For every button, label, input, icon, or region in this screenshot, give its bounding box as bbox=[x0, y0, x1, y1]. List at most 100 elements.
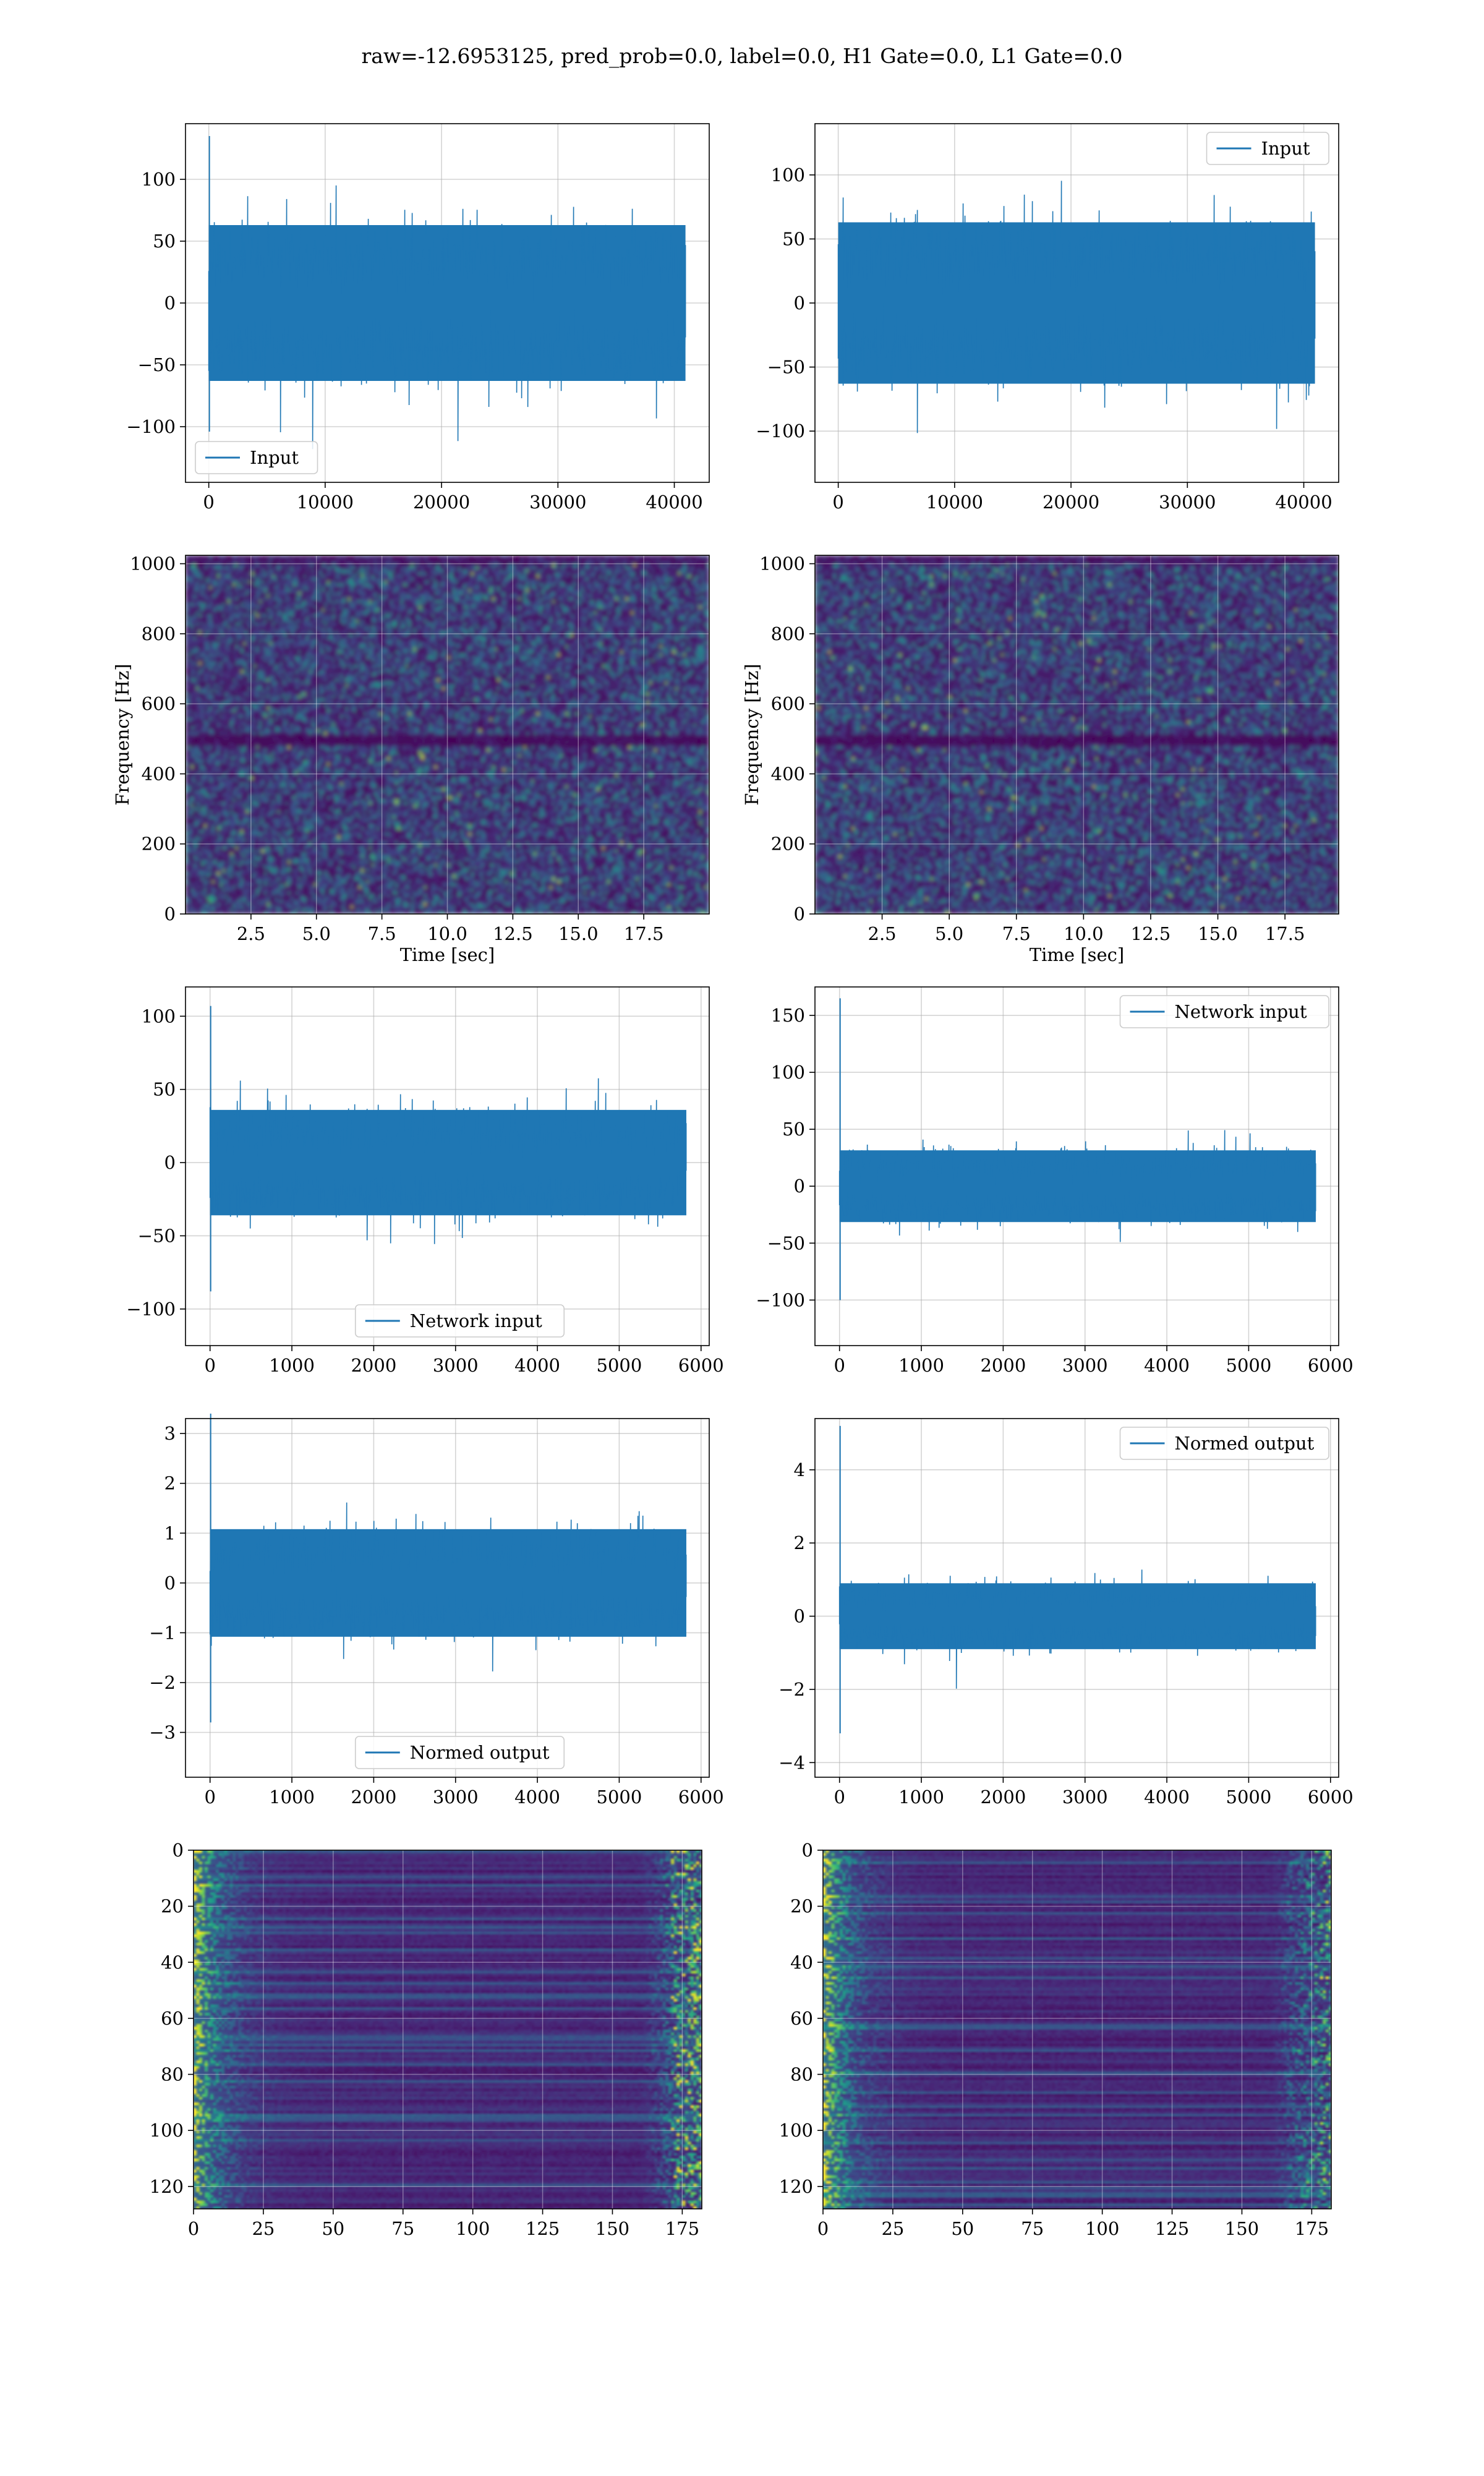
h1-feature-map-xtick-label: 50 bbox=[322, 2218, 344, 2239]
h1-input-ytick-label: 50 bbox=[153, 231, 176, 252]
l1-normed-output-xtick-label: 6000 bbox=[1308, 1787, 1354, 1808]
h1-spectrogram-ytick-label: 1000 bbox=[130, 553, 176, 574]
l1-network-input-ytick-label: 50 bbox=[782, 1119, 805, 1140]
h1-normed-output-legend: Normed output bbox=[354, 1736, 565, 1769]
h1-normed-output-xtick-label: 6000 bbox=[678, 1787, 724, 1808]
h1-input-legend-label: Input bbox=[250, 447, 299, 468]
h1-input-xtick-label: 0 bbox=[203, 492, 214, 513]
h1-feature-map-ytick-label: 40 bbox=[161, 1952, 184, 1973]
l1-network-input-frame bbox=[814, 986, 1339, 1346]
h1-input-xtick-label: 30000 bbox=[529, 492, 586, 513]
h1-feature-map-ytick-label: 20 bbox=[161, 1896, 184, 1917]
h1-normed-output-xtick-label: 3000 bbox=[433, 1787, 479, 1808]
h1-network-input-xtick-label: 2000 bbox=[351, 1355, 396, 1376]
h1-input-signal-line bbox=[208, 185, 686, 450]
h1-normed-output-ytick-label: −2 bbox=[149, 1672, 176, 1693]
l1-normed-output-xtick-label: 2000 bbox=[980, 1787, 1026, 1808]
h1-feature-map-axes: 0 25 50 75 100 125 150 175 0 20 40 60 80 100 120 bbox=[150, 1840, 702, 2239]
h1-spectrogram-xtick-label: 2.5 bbox=[237, 923, 265, 944]
h1-input-series-input bbox=[208, 136, 686, 450]
h1-feature-map-xtick-label: 75 bbox=[391, 2218, 414, 2239]
l1-network-input-ytick-label: 150 bbox=[771, 1005, 805, 1026]
l1-input-ytick-label: −100 bbox=[756, 420, 805, 442]
l1-spectrogram-xtick-label: 7.5 bbox=[1002, 923, 1031, 944]
l1-normed-output-ytick-label: −4 bbox=[778, 1752, 805, 1773]
h1-input-xtick-label: 40000 bbox=[646, 492, 702, 513]
h1-spectrogram-xlabel: Time [sec] bbox=[400, 944, 495, 965]
l1-feature-map-image bbox=[823, 1850, 1331, 2209]
l1-input-ytick-label: 50 bbox=[782, 228, 805, 249]
l1-network-input-series-network-input bbox=[838, 998, 1316, 1300]
l1-spectrogram-axes: 2.5 5.0 7.5 10.0 12.5 15.0 17.5 0 200 400 600 800 10… bbox=[741, 553, 1339, 965]
h1-network-input-xtick-label: 0 bbox=[204, 1355, 215, 1376]
h1-feature-map-xtick-label: 175 bbox=[665, 2218, 699, 2239]
h1-normed-output-legend-label: Normed output bbox=[410, 1742, 550, 1763]
h1-input-ytick-label: 0 bbox=[164, 292, 176, 314]
l1-input-ytick-label: 100 bbox=[771, 164, 805, 186]
l1-feature-map-ytick-label: 20 bbox=[790, 1896, 813, 1917]
h1-spectrogram-ytick-label: 400 bbox=[142, 763, 176, 784]
l1-normed-output-xtick-label: 1000 bbox=[898, 1787, 944, 1808]
l1-normed-output-ytick-label: 4 bbox=[794, 1459, 805, 1480]
h1-network-input-ytick-label: −50 bbox=[138, 1225, 176, 1246]
l1-spectrogram-image bbox=[815, 555, 1339, 914]
l1-network-input-legend-label: Network input bbox=[1175, 1001, 1307, 1022]
l1-normed-output-xtick-label: 4000 bbox=[1144, 1787, 1190, 1808]
l1-feature-map-ytick-label: 100 bbox=[779, 2120, 813, 2141]
figure-suptitle: raw=-12.6953125, pred_prob=0.0, label=0.… bbox=[361, 44, 1122, 69]
h1-feature-map-xtick-label: 100 bbox=[456, 2218, 490, 2239]
l1-input-legend: Input bbox=[1206, 132, 1329, 165]
l1-input-legend-box bbox=[1206, 132, 1329, 165]
l1-normed-output-frame bbox=[814, 1418, 1339, 1778]
h1-feature-map-frame bbox=[193, 1850, 702, 2209]
h1-feature-map-ytick-label: 100 bbox=[150, 2120, 184, 2141]
h1-normed-output-ytick-label: −1 bbox=[149, 1622, 176, 1643]
l1-normed-output-xtick-label: 3000 bbox=[1062, 1787, 1108, 1808]
h1-input-ytick-label: −50 bbox=[138, 354, 176, 375]
h1-normed-output-ytick-label: 2 bbox=[164, 1473, 176, 1494]
l1-normed-output-ytick-label: 2 bbox=[794, 1532, 805, 1553]
h1-network-input-signal-line bbox=[209, 1078, 687, 1244]
h1-normed-output-xtick-label: 0 bbox=[204, 1787, 215, 1808]
h1-spectrogram-ytick-label: 200 bbox=[142, 834, 176, 855]
h1-feature-map-ytick-label: 60 bbox=[161, 2008, 184, 2029]
h1-normed-output-signal-line bbox=[209, 1502, 687, 1671]
h1-network-input-frame bbox=[185, 986, 710, 1346]
l1-network-input-xtick-label: 0 bbox=[834, 1355, 845, 1376]
h1-feature-map-xtick-label: 125 bbox=[526, 2218, 560, 2239]
l1-input-xtick-label: 40000 bbox=[1275, 492, 1332, 513]
l1-spectrogram-xtick-label: 17.5 bbox=[1265, 923, 1305, 944]
h1-spectrogram-ytick-label: 600 bbox=[142, 693, 176, 714]
h1-normed-output-xtick-label: 4000 bbox=[514, 1787, 560, 1808]
h1-network-input-ytick-label: 100 bbox=[142, 1005, 176, 1027]
l1-network-input-xtick-label: 3000 bbox=[1062, 1355, 1108, 1376]
h1-input-legend-box bbox=[195, 441, 318, 474]
l1-normed-output-axes: 0 1000 2000 3000 4000 5000 6000 −4 −2 0 2 4 Normed o… bbox=[778, 1418, 1354, 1808]
l1-input-xtick-label: 20000 bbox=[1043, 492, 1099, 513]
l1-feature-map-xtick-label: 125 bbox=[1155, 2218, 1189, 2239]
h1-feature-map-xtick-label: 25 bbox=[252, 2218, 275, 2239]
l1-input-series-input bbox=[837, 181, 1316, 433]
l1-feature-map-axes: 0 25 50 75 100 125 150 175 0 20 40 60 80 100 120 bbox=[779, 1840, 1332, 2239]
l1-spectrogram-ytick-label: 1000 bbox=[759, 553, 805, 574]
h1-feature-map-xtick-label: 150 bbox=[595, 2218, 629, 2239]
l1-input-xtick-label: 0 bbox=[832, 492, 843, 513]
h1-normed-output-ytick-label: 3 bbox=[164, 1423, 176, 1444]
h1-normed-output-ytick-label: 1 bbox=[164, 1522, 176, 1543]
l1-spectrogram-ytick-label: 200 bbox=[771, 834, 805, 855]
l1-spectrogram-xtick-label: 15.0 bbox=[1198, 923, 1238, 944]
h1-input-ytick-label: −100 bbox=[126, 416, 176, 437]
h1-spectrogram-xtick-label: 12.5 bbox=[493, 923, 533, 944]
h1-feature-map-ytick-label: 0 bbox=[173, 1840, 184, 1861]
h1-normed-output-legend-box bbox=[354, 1736, 565, 1769]
l1-normed-output-legend-box bbox=[1119, 1427, 1329, 1460]
h1-network-input-ytick-label: 50 bbox=[153, 1079, 176, 1100]
l1-normed-output-xtick-label: 0 bbox=[834, 1787, 845, 1808]
h1-normed-output-axes: 0 1000 2000 3000 4000 5000 6000 −3 −2 −1 0 1 2 3 Norme… bbox=[149, 1413, 724, 1808]
l1-spectrogram-ytick-label: 400 bbox=[771, 763, 805, 784]
h1-input-legend: Input bbox=[195, 441, 318, 474]
l1-network-input-axes: 0 1000 2000 3000 4000 5000 6000 −100 −50 0 50 100 15… bbox=[756, 986, 1354, 1376]
l1-normed-output-legend-label: Normed output bbox=[1175, 1433, 1315, 1454]
l1-spectrogram-xtick-label: 2.5 bbox=[868, 923, 897, 944]
l1-normed-output-legend: Normed output bbox=[1119, 1427, 1329, 1460]
